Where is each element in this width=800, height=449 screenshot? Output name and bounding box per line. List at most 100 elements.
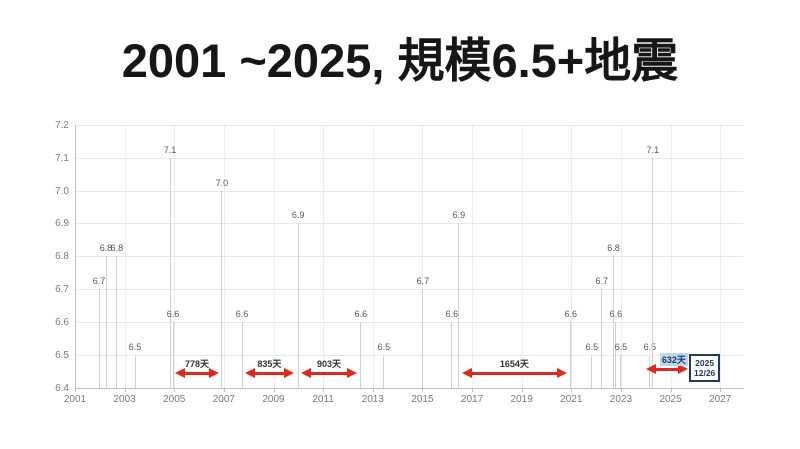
earthquake-stem (383, 354, 385, 388)
x-axis-tick-label: 2027 (709, 393, 732, 405)
magnitude-label: 6.8 (99, 243, 113, 254)
earthquake-stem (458, 223, 460, 388)
earthquake-stem (612, 256, 614, 388)
x-axis-tick-label: 2019 (510, 393, 533, 405)
earthquake-stem (105, 256, 107, 388)
earthquake-stem (451, 321, 453, 388)
gap-days-label: 835天 (257, 359, 282, 369)
gap-arrow (461, 368, 567, 378)
magnitude-label: 6.9 (291, 210, 305, 221)
gap-arrow-shaft (251, 371, 287, 375)
y-axis-tick-label: 6.7 (55, 284, 69, 296)
gap-arrow (301, 368, 357, 378)
earthquake-stem (620, 354, 622, 388)
earthquake-stem (570, 321, 572, 388)
x-axis-tick-label: 2017 (460, 393, 484, 405)
earthquake-stem (134, 354, 136, 388)
x-axis-tick (323, 387, 325, 392)
annotation-line: 2025 (695, 358, 715, 368)
gridline-vertical (422, 125, 424, 388)
earthquake-stem (98, 289, 100, 388)
x-axis-tick-label: 2003 (113, 393, 136, 405)
magnitude-label: 6.5 (377, 341, 391, 352)
gridline-horizontal (75, 321, 743, 323)
arrowhead-left-icon (461, 368, 472, 378)
gap-days-label: 632天 (659, 353, 688, 366)
gap-arrow-shaft (652, 367, 681, 371)
magnitude-label: 6.6 (354, 308, 368, 319)
gap-arrow (645, 364, 688, 374)
x-axis-tick (273, 387, 275, 392)
gridline-vertical (124, 125, 126, 388)
gridline-vertical (620, 125, 622, 388)
arrowhead-right-icon (208, 368, 219, 378)
gap-days-label: 1654天 (499, 359, 529, 369)
earthquake-stem (591, 354, 593, 388)
gap-arrow (244, 368, 294, 378)
earthquake-stem (615, 321, 617, 388)
gridline-horizontal (75, 256, 743, 258)
gridline-vertical (323, 125, 325, 388)
magnitude-label: 6.7 (92, 276, 106, 287)
arrowhead-left-icon (645, 364, 656, 374)
gridline-horizontal (75, 190, 743, 192)
x-axis-tick (372, 387, 374, 392)
magnitude-label: 6.8 (110, 243, 124, 254)
magnitude-label: 7.1 (163, 144, 177, 155)
y-axis-tick-label: 6.8 (55, 251, 69, 263)
arrowhead-left-icon (301, 368, 312, 378)
annotation-line: 12/26 (694, 368, 716, 378)
magnitude-label: 6.6 (564, 308, 578, 319)
magnitude-label: 6.8 (607, 243, 620, 254)
gap-arrow-shaft (308, 371, 350, 375)
x-axis-tick (223, 387, 225, 392)
x-axis-tick-label: 2023 (609, 393, 633, 405)
gap-days-label: 778天 (184, 359, 209, 369)
gap-arrow-shaft (468, 371, 560, 375)
earthquake-stem (360, 321, 362, 388)
gridline-horizontal (75, 125, 743, 126)
x-axis-tick (124, 387, 126, 392)
gap-arrow (175, 368, 219, 378)
gridline-horizontal (75, 157, 743, 159)
y-axis-tick-label: 7.1 (55, 152, 69, 164)
magnitude-label: 6.6 (609, 308, 623, 319)
x-axis-tick (521, 387, 523, 392)
y-axis-tick-label: 7.0 (55, 185, 69, 197)
x-axis-tick-label: 2013 (361, 393, 384, 405)
earthquake-stem (169, 157, 171, 388)
gridline-horizontal (75, 354, 743, 356)
gridline-horizontal (75, 289, 743, 291)
y-axis-tick-label: 6.5 (55, 349, 69, 361)
arrowhead-right-icon (283, 368, 294, 378)
earthquake-stem (652, 157, 654, 388)
x-axis-tick-label: 2015 (411, 393, 434, 405)
magnitude-label: 7.0 (215, 177, 229, 188)
earthquake-stem (241, 321, 243, 388)
earthquake-stem (172, 321, 174, 388)
x-axis-tick-label: 2001 (63, 393, 87, 405)
gridline-vertical (571, 125, 573, 388)
magnitude-label: 6.5 (614, 341, 628, 352)
y-axis-tick-label: 6.9 (55, 218, 69, 230)
date-annotation-box: 2025 12/26 (689, 354, 721, 382)
y-axis-tick-label: 6.4 (55, 382, 69, 394)
y-axis-tick-label: 7.2 (55, 120, 69, 131)
earthquake-stem (116, 256, 118, 388)
gridline-vertical (223, 125, 225, 388)
x-axis-tick-label: 2011 (312, 393, 334, 405)
magnitude-label: 6.6 (166, 308, 180, 319)
x-axis-tick-label: 2007 (212, 393, 235, 405)
gap-days-label: 903天 (316, 359, 341, 369)
arrowhead-left-icon (175, 368, 185, 378)
gridline-vertical (720, 125, 722, 388)
y-axis-line (75, 125, 76, 388)
magnitude-label: 6.5 (585, 341, 599, 352)
earthquake-stem (601, 289, 603, 388)
gridline-vertical (273, 125, 275, 388)
magnitude-label: 6.5 (643, 341, 657, 352)
gridline-vertical (472, 125, 474, 388)
x-axis-tick (472, 387, 474, 392)
magnitude-label: 6.9 (452, 210, 466, 221)
